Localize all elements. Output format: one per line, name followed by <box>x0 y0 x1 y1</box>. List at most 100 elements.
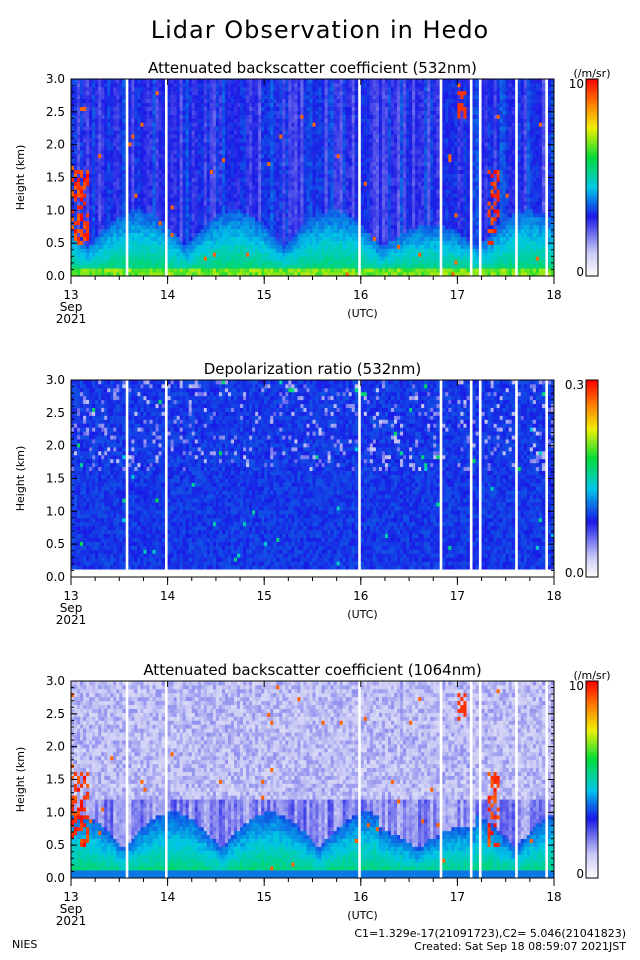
heatmap-cell <box>303 122 306 126</box>
heatmap-cell <box>303 83 306 87</box>
heatmap-cell <box>225 158 228 162</box>
heatmap-cell <box>279 122 282 126</box>
heatmap-cell <box>288 268 291 272</box>
heatmap-cell <box>92 178 95 182</box>
heatmap-cell <box>273 138 276 142</box>
heatmap-cell <box>303 170 306 174</box>
heatmap-cell <box>231 205 234 209</box>
heatmap-cell <box>225 114 228 118</box>
heatmap-cell <box>204 241 207 245</box>
heatmap-cell <box>309 154 312 158</box>
heatmap-cell <box>334 248 337 252</box>
heatmap-cell <box>119 79 122 83</box>
heatmap-cell <box>131 252 134 256</box>
heatmap-cell <box>83 233 86 237</box>
heatmap-cell <box>303 174 306 178</box>
heatmap-cell <box>231 217 234 221</box>
heatmap-cell <box>252 142 255 146</box>
heatmap-cell <box>128 122 131 126</box>
heatmap-cell <box>207 126 210 130</box>
heatmap-cell <box>110 189 113 193</box>
heatmap-cell <box>171 256 174 260</box>
heatmap-cell <box>273 178 276 182</box>
heatmap-cell <box>325 130 328 134</box>
heatmap-cell <box>249 122 252 126</box>
heatmap-cell <box>328 122 331 126</box>
heatmap-cell <box>258 189 261 193</box>
heatmap-cell <box>180 130 183 134</box>
heatmap-cell <box>149 122 152 126</box>
heatmap-cell <box>198 225 201 229</box>
heatmap-cell <box>162 111 165 115</box>
heatmap-cell <box>270 237 273 241</box>
heatmap-cell <box>146 95 149 99</box>
heatmap-cell <box>213 241 216 245</box>
heatmap-cell <box>210 178 213 182</box>
heatmap-cell <box>313 150 316 154</box>
heatmap-cell <box>309 91 312 95</box>
heatmap-cell <box>319 244 322 248</box>
heatmap-cell <box>113 174 116 178</box>
heatmap-cell <box>316 193 319 197</box>
heatmap-cell <box>119 126 122 130</box>
heatmap-cell <box>288 126 291 130</box>
heatmap-cell <box>270 248 273 252</box>
heatmap-cell <box>285 130 288 134</box>
heatmap-cell <box>77 126 80 130</box>
heatmap-cell <box>267 91 270 95</box>
heatmap-cell <box>240 122 243 126</box>
heatmap-cell <box>276 107 279 111</box>
heatmap-cell <box>243 185 246 189</box>
heatmap-cell <box>228 209 231 213</box>
heatmap-cell <box>331 244 334 248</box>
heatmap-cell <box>134 150 137 154</box>
heatmap-cell <box>104 178 107 182</box>
heatmap-cell <box>237 205 240 209</box>
heatmap-cell <box>98 244 101 248</box>
heatmap-cell <box>255 241 258 245</box>
heatmap-cell <box>225 217 228 221</box>
heatmap-cell <box>146 114 149 118</box>
heatmap-cell <box>258 154 261 158</box>
heatmap-cell <box>119 118 122 122</box>
heatmap-cell <box>153 95 156 99</box>
heatmap-cell <box>222 138 225 142</box>
heatmap-cell <box>143 122 146 126</box>
heatmap-cell <box>113 126 116 130</box>
heatmap-cell <box>273 264 276 268</box>
heatmap-cell <box>171 174 174 178</box>
heatmap-cell <box>89 233 92 237</box>
heatmap-cell <box>328 170 331 174</box>
heatmap-cell <box>216 205 219 209</box>
heatmap-cell <box>279 118 282 122</box>
heatmap-cell <box>219 87 222 91</box>
heatmap-cell <box>98 99 101 103</box>
heatmap-cell <box>171 268 174 272</box>
heatmap-cell <box>322 264 325 268</box>
heatmap-cell <box>313 158 316 162</box>
heatmap-cell <box>261 158 264 162</box>
heatmap-cell <box>261 225 264 229</box>
heatmap-cell <box>288 154 291 158</box>
heatmap-cell <box>331 209 334 213</box>
heatmap-cell <box>243 213 246 217</box>
heatmap-cell <box>309 181 312 185</box>
heatmap-cell <box>171 193 174 197</box>
heatmap-cell <box>110 268 113 272</box>
heatmap-cell <box>89 193 92 197</box>
heatmap-cell <box>113 209 116 213</box>
heatmap-cell <box>168 87 171 91</box>
heatmap-cell <box>86 79 89 83</box>
heatmap-cell <box>107 126 110 130</box>
heatmap-cell <box>140 158 143 162</box>
heatmap-cell <box>313 118 316 122</box>
heatmap-cell <box>222 146 225 150</box>
heatmap-cell <box>156 193 159 197</box>
heatmap-cell <box>77 99 80 103</box>
heatmap-cell <box>116 213 119 217</box>
heatmap-cell <box>267 213 270 217</box>
heatmap-cell <box>276 162 279 166</box>
heatmap-cell <box>116 185 119 189</box>
heatmap-cell <box>285 95 288 99</box>
heatmap-cell <box>334 79 337 83</box>
